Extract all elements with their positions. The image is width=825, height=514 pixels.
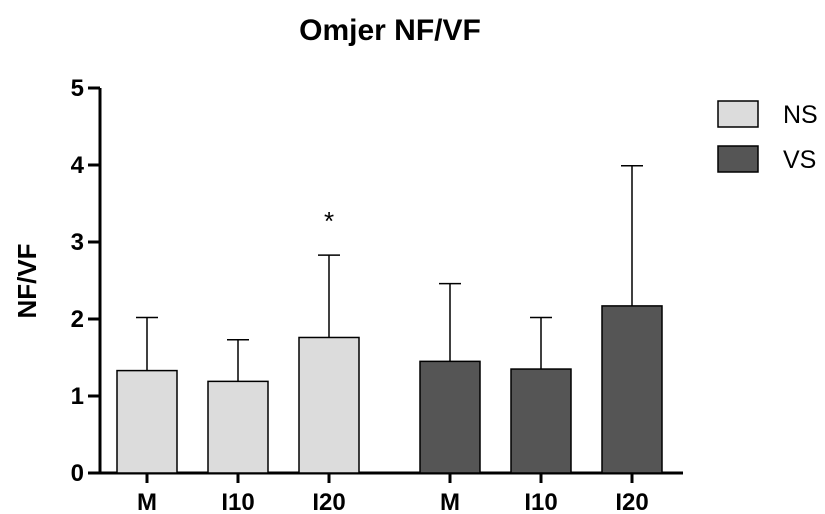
significance-marker: * (324, 206, 334, 236)
chart-title: Omjer NF/VF (299, 14, 481, 47)
x-tick-label: I20 (312, 489, 345, 514)
plot-area: 0 1 2 3 4 5 M I10 I20 * M I10 I20 (71, 75, 683, 514)
x-tick-label: I20 (615, 489, 648, 514)
y-tick-label: 5 (71, 75, 84, 102)
bar-ns-m (116, 369, 178, 474)
legend-swatch-ns (717, 100, 759, 128)
legend-label-ns: NS (783, 101, 818, 129)
x-tick-label: M (440, 489, 460, 514)
x-tick-label: I10 (221, 489, 254, 514)
legend: NS VS (717, 100, 818, 174)
bar-ns-i20 (298, 336, 360, 474)
y-tick-label: 0 (71, 460, 84, 487)
y-tick-label: 3 (71, 229, 84, 256)
bar-vs-i10 (510, 368, 572, 474)
bar-ns-i10 (207, 380, 269, 474)
y-tick-label: 4 (71, 152, 85, 179)
legend-swatch-vs (717, 145, 759, 173)
x-tick-label: M (137, 489, 157, 514)
y-axis-label: NF/VF (12, 243, 42, 318)
x-tick-label: I10 (524, 489, 557, 514)
y-tick-label: 1 (71, 383, 84, 410)
y-tick-label: 2 (71, 306, 84, 333)
bar-vs-m (419, 360, 481, 474)
bar-vs-i20 (601, 305, 663, 474)
legend-label-vs: VS (783, 146, 816, 174)
